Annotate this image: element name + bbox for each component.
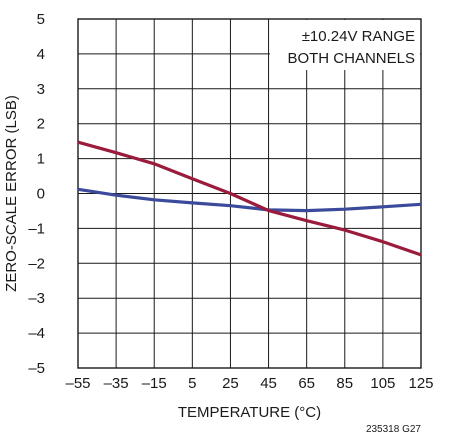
x-tick-label: 85 xyxy=(336,375,353,392)
y-tick-label: 1 xyxy=(37,151,45,168)
x-tick-label: 5 xyxy=(188,375,196,392)
x-tick-label: 125 xyxy=(408,375,433,392)
plot-frame xyxy=(77,18,422,369)
annotation-range: ±10.24V RANGE xyxy=(302,28,415,45)
x-tick-label: 105 xyxy=(370,375,395,392)
annotation-background xyxy=(270,20,420,70)
y-tick-label: –5 xyxy=(28,360,45,377)
y-tick-label: 4 xyxy=(37,46,45,63)
series-layer xyxy=(77,140,422,257)
x-tick-label: –15 xyxy=(142,375,167,392)
x-tick-label: 65 xyxy=(298,375,315,392)
y-tick-label: 3 xyxy=(37,81,45,98)
x-tick-label: 25 xyxy=(222,375,239,392)
y-tick-label: 5 xyxy=(37,11,45,28)
y-tick-label: –4 xyxy=(28,325,45,342)
x-axis-label: TEMPERATURE (°C) xyxy=(178,404,321,421)
y-tick-label: –1 xyxy=(28,220,45,237)
x-tick-label: –55 xyxy=(65,375,90,392)
y-axis-label: ZERO-SCALE ERROR (LSB) xyxy=(3,95,20,292)
x-tick-label: –35 xyxy=(104,375,129,392)
grid-lines xyxy=(77,18,422,369)
x-tick-label: 45 xyxy=(260,375,277,392)
figure-code: 235318 G27 xyxy=(366,424,421,435)
y-tick-label: –2 xyxy=(28,255,45,272)
y-tick-label: 2 xyxy=(37,116,45,133)
annotation-channels: BOTH CHANNELS xyxy=(287,50,415,67)
y-tick-label: 0 xyxy=(37,186,45,203)
series-line-2 xyxy=(77,140,422,257)
series-line-1 xyxy=(77,187,422,213)
y-tick-label: –3 xyxy=(28,290,45,307)
